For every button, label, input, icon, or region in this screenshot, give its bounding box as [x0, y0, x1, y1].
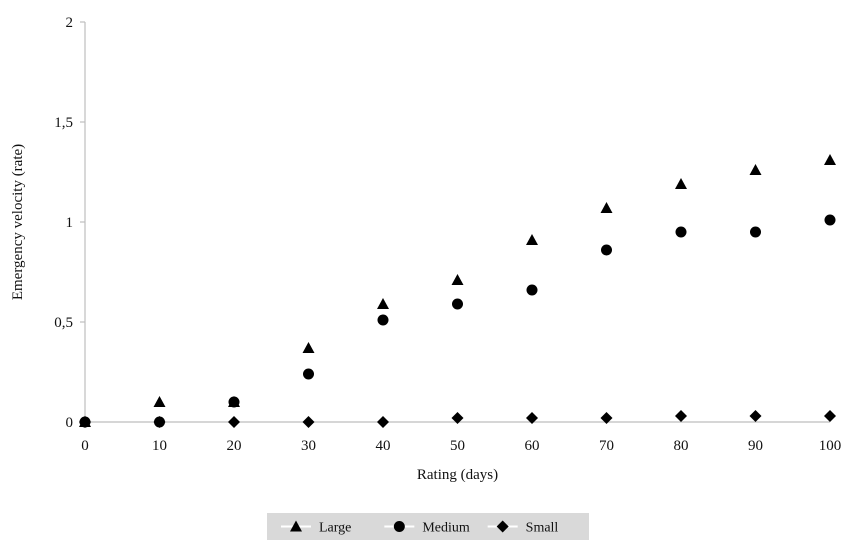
- x-tick-label: 30: [301, 438, 316, 454]
- x-tick-label: 50: [450, 438, 465, 454]
- medium-point: [526, 284, 538, 296]
- medium-point: [452, 298, 463, 310]
- small-point: [749, 410, 762, 422]
- y-tick-labels: 0 0,5 1 1,5 2: [54, 15, 85, 431]
- x-tick-label: 100: [819, 438, 842, 454]
- medium-point: [377, 314, 389, 326]
- large-point: [675, 178, 687, 189]
- medium-point: [750, 226, 761, 238]
- y-tick-label: 0: [66, 415, 74, 431]
- large-point: [377, 298, 389, 309]
- large-point: [824, 154, 836, 165]
- x-tick-label: 90: [748, 438, 763, 454]
- x-tick-label: 40: [376, 438, 391, 454]
- legend-marker-small: [496, 520, 509, 533]
- legend-item-small: Small: [487, 520, 559, 536]
- legend-background: [267, 513, 589, 540]
- series-large: [79, 154, 836, 427]
- small-point: [824, 410, 836, 422]
- chart-axes: 0 10 20 30 40 50 60 70 80 90 100 0 0,5 1 1,5 2: [54, 15, 841, 454]
- medium-point: [675, 226, 687, 238]
- small-point: [451, 412, 464, 424]
- series-small: [79, 410, 836, 428]
- legend-marker-medium: [393, 521, 405, 532]
- y-tick-label: 1: [66, 215, 74, 231]
- large-point: [153, 396, 166, 407]
- legend-label: Small: [526, 521, 559, 536]
- x-tick-label: 0: [81, 438, 89, 454]
- y-axis-title: Emergency velocity (rate): [10, 144, 26, 300]
- medium-point: [601, 244, 612, 256]
- x-tick-label: 10: [152, 438, 167, 454]
- small-point: [675, 410, 687, 422]
- medium-point: [824, 214, 836, 226]
- medium-point: [228, 396, 240, 408]
- legend-item-medium: Medium: [384, 521, 470, 536]
- large-point: [600, 202, 613, 213]
- legend-label: Large: [319, 521, 351, 536]
- x-tick-label: 80: [674, 438, 689, 454]
- x-tick-label: 70: [599, 438, 614, 454]
- medium-point: [303, 368, 314, 380]
- x-tick-label: 60: [525, 438, 540, 454]
- large-point: [749, 164, 762, 175]
- y-tick-label: 1,5: [54, 115, 73, 131]
- large-point: [451, 274, 464, 285]
- small-point: [228, 416, 240, 428]
- y-tick-label: 0,5: [54, 315, 73, 331]
- small-point: [526, 412, 538, 424]
- small-point: [600, 412, 613, 424]
- legend-label: Medium: [422, 521, 470, 536]
- large-point: [526, 234, 538, 245]
- y-tick-label: 2: [66, 15, 74, 31]
- small-point: [153, 416, 166, 428]
- legend-marker-large: [290, 520, 302, 532]
- x-tick-label: 20: [227, 438, 242, 454]
- legend-item-large: Large: [281, 520, 351, 536]
- legend: Large Medium Small: [267, 513, 589, 540]
- x-axis-title: Rating (days): [417, 467, 498, 483]
- small-point: [302, 416, 315, 428]
- x-tick-labels: 0 10 20 30 40 50 60 70 80 90 100: [81, 438, 841, 454]
- data-points: [79, 154, 836, 428]
- small-point: [79, 416, 91, 428]
- large-point: [302, 342, 315, 353]
- series-medium: [79, 214, 836, 428]
- small-point: [377, 416, 389, 428]
